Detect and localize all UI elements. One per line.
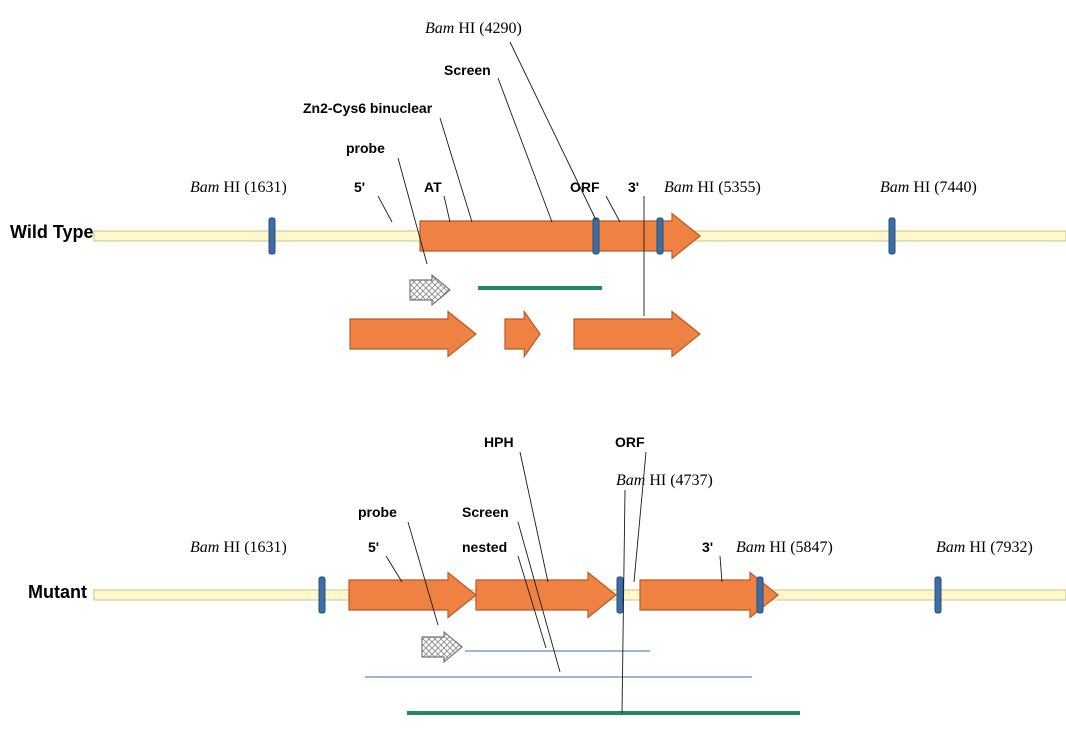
wild-type-label: Wild Type xyxy=(10,222,94,243)
three-prime-label-wt: 3' xyxy=(628,179,639,195)
diagram-canvas: Wild Type Mutant Screen Zn2-Cys6 binucle… xyxy=(0,0,1066,741)
screen-label-mu: Screen xyxy=(462,504,509,520)
bamhi-4290: Bam HI (4290) xyxy=(425,20,522,38)
screen-label-wt: Screen xyxy=(444,62,491,78)
at-label: AT xyxy=(424,179,442,195)
hph-label: HPH xyxy=(484,434,514,450)
bamhi-7440: Bam HI (7440) xyxy=(880,179,977,197)
probe-label-mu: probe xyxy=(358,504,397,520)
orf-label-mu: ORF xyxy=(615,434,645,450)
orf-label-wt: ORF xyxy=(570,179,600,195)
svg-overlay xyxy=(0,0,1066,741)
bamhi-5847: Bam HI (5847) xyxy=(736,539,833,557)
mutant-label: Mutant xyxy=(28,582,87,603)
probe-label-wt: probe xyxy=(346,140,385,156)
three-prime-label-mu: 3' xyxy=(702,539,713,555)
zn-label: Zn2-Cys6 binuclear xyxy=(303,100,432,116)
bamhi-1631-mu: Bam HI (1631) xyxy=(190,539,287,557)
bamhi-7932: Bam HI (7932) xyxy=(936,539,1033,557)
bamhi-4737: Bam HI (4737) xyxy=(616,472,713,490)
five-prime-label-wt: 5' xyxy=(354,179,365,195)
nested-label: nested xyxy=(462,539,507,555)
five-prime-label-mu: 5' xyxy=(368,539,379,555)
bamhi-1631-wt: Bam HI (1631) xyxy=(190,179,287,197)
bamhi-5355: Bam HI (5355) xyxy=(664,179,761,197)
